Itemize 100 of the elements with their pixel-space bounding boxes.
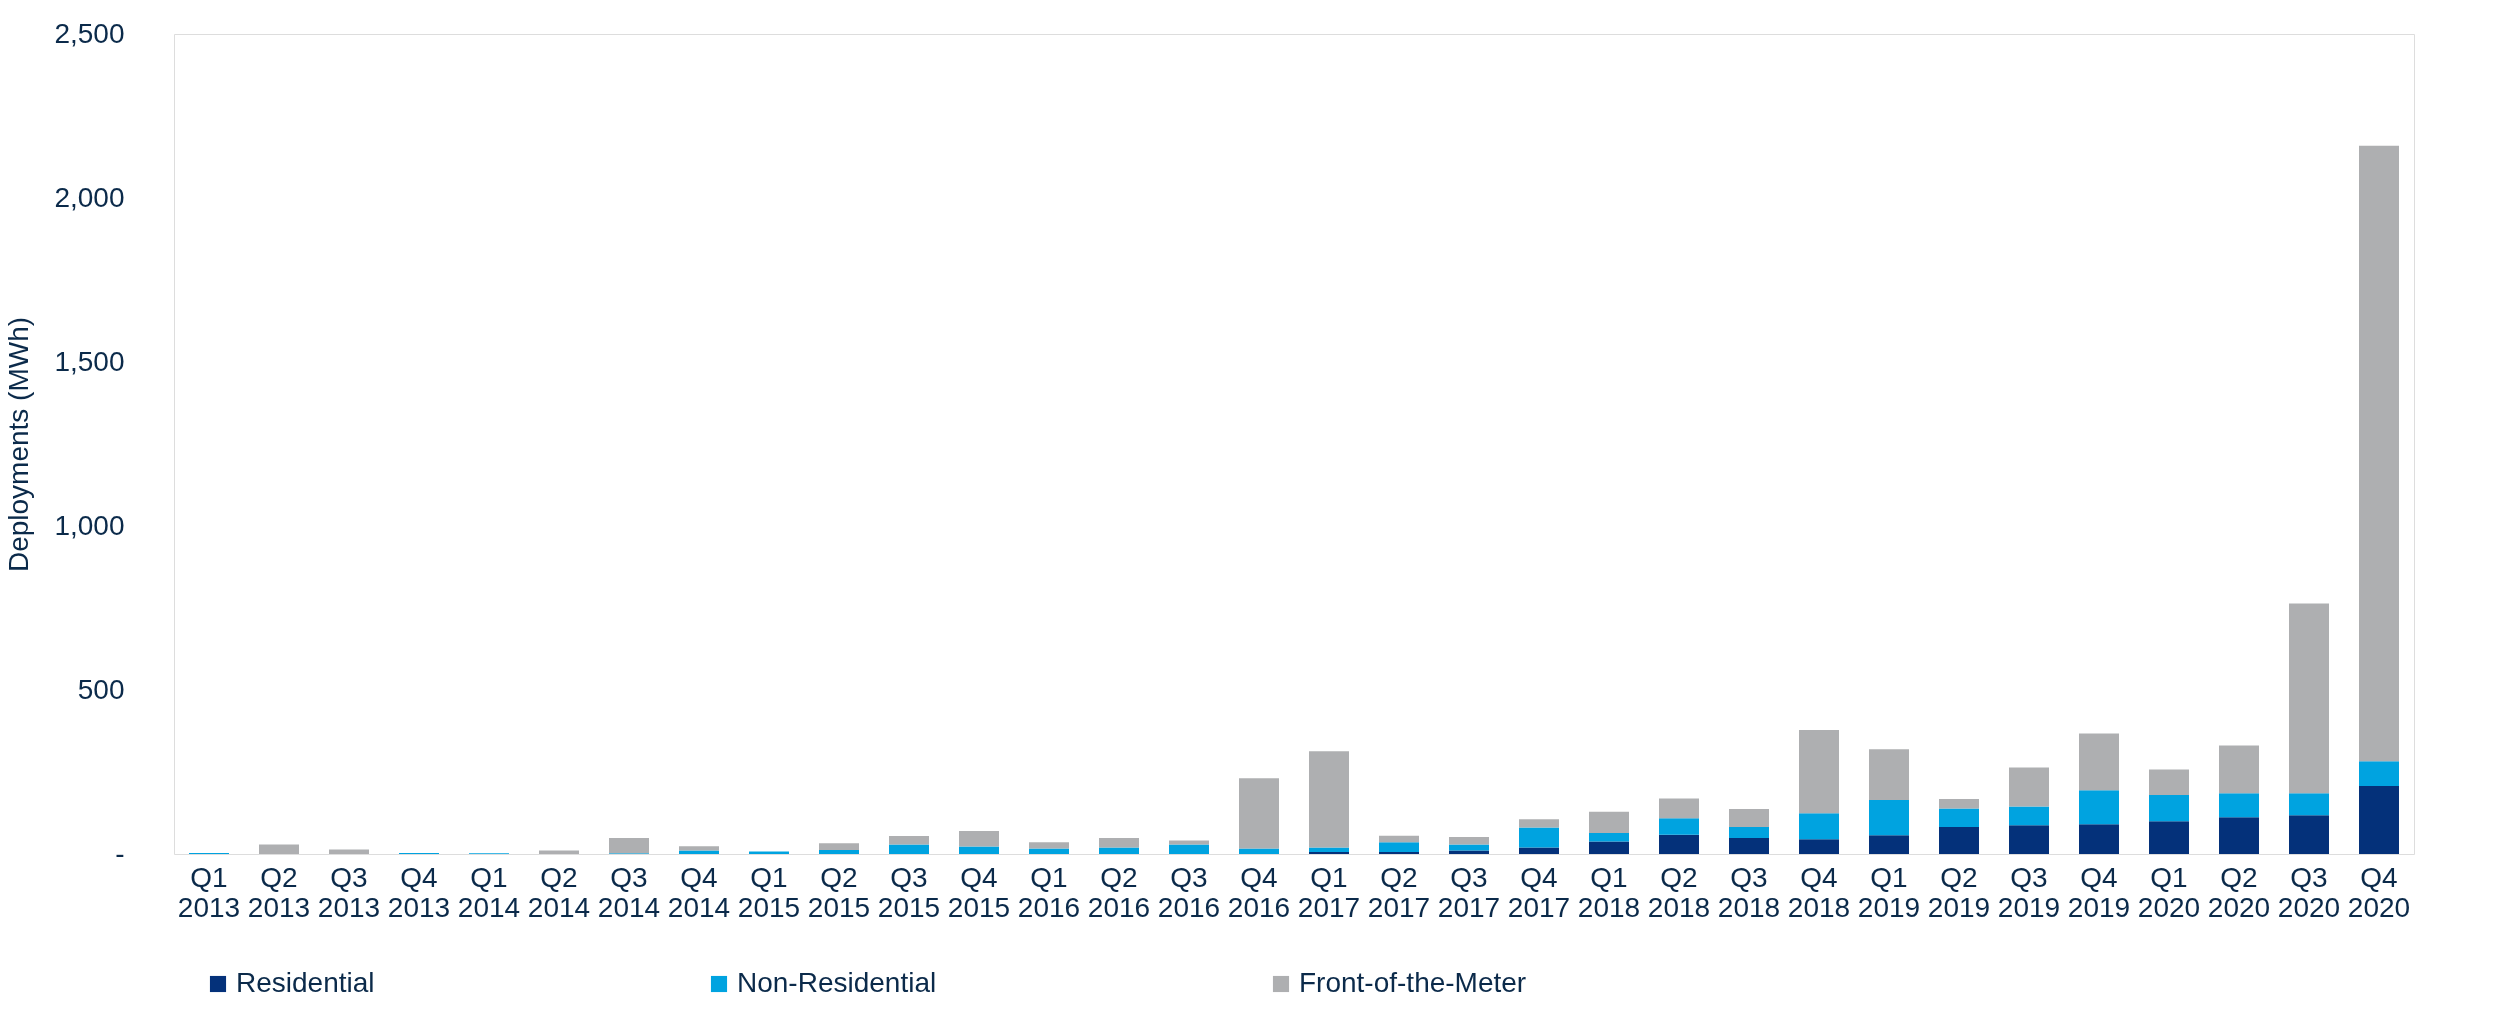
x-tick-label: Q4 2017: [1507, 861, 1571, 923]
bar: [1799, 730, 1839, 814]
bar: [819, 843, 859, 851]
bar: [1519, 819, 1559, 828]
bar: [679, 850, 719, 854]
x-tick-label: Q4 2015: [947, 861, 1011, 923]
bar: [2289, 815, 2329, 854]
x-tick-label: Q1 2013: [177, 861, 241, 923]
bar: [2219, 793, 2259, 818]
bar: [1029, 848, 1069, 854]
x-tick-label: Q3 2016: [1157, 861, 1221, 923]
legend-label: Non-Residential: [737, 967, 937, 998]
x-tick-label: Q2 2020: [2207, 861, 2271, 923]
bar: [1169, 844, 1209, 854]
bar: [819, 850, 859, 854]
x-tick-label: Q1 2016: [1017, 861, 1081, 923]
bar: [2009, 806, 2049, 826]
x-tick-label: Q2 2019: [1927, 861, 1991, 923]
x-tick-label: Q4 2019: [2067, 861, 2131, 923]
bar: [2079, 733, 2119, 791]
bar: [1239, 848, 1279, 854]
bar: [1379, 835, 1419, 843]
bar: [1589, 833, 1629, 842]
legend-label: Residential: [236, 967, 375, 998]
bar: [609, 837, 649, 854]
bar: [1239, 778, 1279, 849]
bar: [2359, 761, 2399, 787]
bar: [1939, 808, 1979, 828]
x-tick-label: Q2 2017: [1367, 861, 1431, 923]
bar: [2149, 769, 2189, 795]
x-tick-label: Q3 2015: [877, 861, 941, 923]
y-tick-label: 1,500: [54, 345, 125, 377]
bar: [1449, 836, 1489, 845]
bar: [1799, 813, 1839, 840]
bar: [1589, 841, 1629, 854]
bar: [1099, 847, 1139, 854]
bar: [2149, 821, 2189, 854]
bar: [1869, 749, 1909, 800]
bar: [1729, 827, 1769, 838]
bar: [1729, 837, 1769, 854]
x-tick-label: Q2 2016: [1087, 861, 1151, 923]
x-tick-label: Q4 2018: [1787, 861, 1851, 923]
bar: [2219, 745, 2259, 794]
bar: [2079, 824, 2119, 854]
y-tick-label: 1,000: [54, 509, 125, 541]
bar: [1029, 842, 1069, 849]
bar: [1589, 811, 1629, 834]
bar: [1519, 827, 1559, 848]
x-tick-label: Q1 2019: [1857, 861, 1921, 923]
x-tick-label: Q3 2020: [2277, 861, 2341, 923]
bar: [1939, 827, 1979, 854]
bar: [1379, 842, 1419, 853]
bar: [889, 835, 929, 845]
bar: [259, 844, 299, 854]
x-tick-label: Q3 2017: [1437, 861, 1501, 923]
bar: [1099, 837, 1139, 848]
bar: [2079, 790, 2119, 825]
bar: [2289, 603, 2329, 794]
bar: [2359, 145, 2399, 762]
x-tick-label: Q1 2017: [1297, 861, 1361, 923]
y-tick-label: -: [115, 837, 125, 869]
x-tick-label: Q3 2014: [597, 861, 661, 923]
bar: [2219, 817, 2259, 854]
x-tick-label: Q3 2013: [317, 861, 381, 923]
bar: [1659, 834, 1699, 854]
bar: [1939, 798, 1979, 809]
x-tick-label: Q3 2018: [1717, 861, 1781, 923]
x-tick-label: Q2 2013: [247, 861, 311, 923]
bar: [679, 846, 719, 851]
bar: [1729, 809, 1769, 828]
bar: [1659, 818, 1699, 835]
bar: [889, 844, 929, 854]
bar: [749, 851, 789, 854]
bar: [2289, 793, 2329, 816]
bar: [1309, 751, 1349, 848]
y-tick-label: 2,500: [54, 17, 125, 49]
bar: [1519, 847, 1559, 854]
x-tick-label: Q4 2014: [667, 861, 731, 923]
bar: [329, 849, 369, 854]
bar: [1449, 844, 1489, 851]
x-tick-label: Q4 2016: [1227, 861, 1291, 923]
x-tick-label: Q2 2015: [807, 861, 871, 923]
bar: [2009, 767, 2049, 807]
bar: [1659, 798, 1699, 819]
bar: [1449, 850, 1489, 854]
y-tick-label: 500: [77, 673, 125, 705]
bar: [959, 846, 999, 854]
legend-label: Front-of-the-Meter: [1299, 967, 1527, 998]
x-tick-label: Q2 2018: [1647, 861, 1711, 923]
bar: [959, 831, 999, 847]
x-tick-label: Q3 2019: [1997, 861, 2061, 923]
bar: [2149, 794, 2189, 822]
x-tick-label: Q1 2018: [1577, 861, 1641, 923]
bar: [1309, 847, 1349, 853]
bar: [1869, 835, 1909, 854]
x-tick-label: Q2 2014: [527, 861, 591, 923]
x-tick-label: Q1 2020: [2137, 861, 2201, 923]
bar: [2359, 786, 2399, 854]
y-axis-title: Deployments (MWh): [3, 316, 35, 573]
x-tick-label: Q4 2013: [387, 861, 451, 923]
